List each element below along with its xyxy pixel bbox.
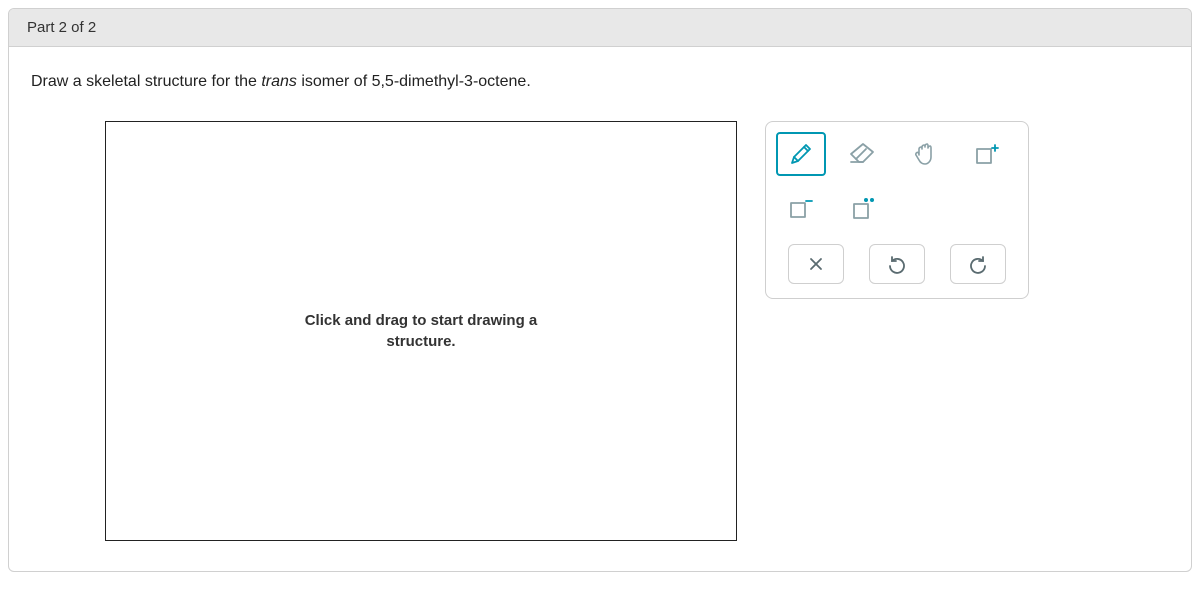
content-area: Draw a skeletal structure for the trans … — [9, 47, 1191, 571]
hand-tool-button[interactable] — [900, 132, 950, 176]
instruction-isomer: trans — [261, 73, 297, 90]
undo-button[interactable] — [869, 244, 925, 284]
toolbox — [765, 121, 1029, 299]
box-dots-tool-button[interactable] — [838, 186, 888, 230]
tool-row-1 — [776, 132, 1018, 176]
hand-icon — [911, 140, 939, 168]
part-header: Part 2 of 2 — [9, 9, 1191, 47]
action-row — [776, 240, 1018, 288]
box-dots-icon — [848, 194, 878, 222]
undo-icon — [887, 254, 907, 274]
eraser-tool-button[interactable] — [838, 132, 888, 176]
box-plus-tool-button[interactable] — [962, 132, 1012, 176]
placeholder-line1: Click and drag to start drawing a — [305, 312, 538, 329]
canvas-placeholder: Click and drag to start drawing a struct… — [305, 310, 538, 352]
clear-button[interactable] — [788, 244, 844, 284]
box-plus-icon — [972, 140, 1002, 168]
pencil-tool-button[interactable] — [776, 132, 826, 176]
box-minus-tool-button[interactable] — [776, 186, 826, 230]
part-label: Part 2 of 2 — [27, 19, 96, 36]
box-minus-icon — [786, 194, 816, 222]
question-panel: Part 2 of 2 Draw a skeletal structure fo… — [8, 8, 1192, 572]
instruction-prefix: Draw a skeletal structure for the — [31, 73, 261, 90]
pencil-icon — [787, 140, 815, 168]
instruction-middle: isomer of — [297, 73, 372, 90]
instruction-suffix: . — [526, 73, 530, 90]
tool-row-2 — [776, 186, 1018, 230]
work-row: Click and drag to start drawing a struct… — [31, 121, 1169, 541]
redo-button[interactable] — [950, 244, 1006, 284]
eraser-icon — [847, 140, 879, 168]
clear-icon — [807, 255, 825, 273]
drawing-canvas[interactable]: Click and drag to start drawing a struct… — [105, 121, 737, 541]
instruction-text: Draw a skeletal structure for the trans … — [31, 73, 1169, 91]
instruction-compound: 5,5-dimethyl-3-octene — [372, 73, 527, 90]
placeholder-line2: structure. — [386, 333, 455, 350]
redo-icon — [968, 254, 988, 274]
